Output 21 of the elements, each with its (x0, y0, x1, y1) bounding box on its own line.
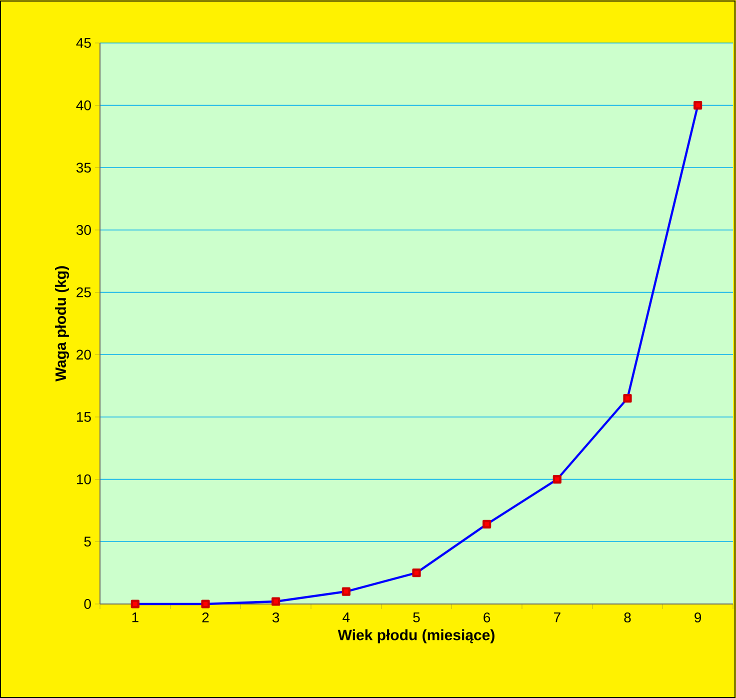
x-tick-label: 9 (694, 612, 702, 622)
y-tick-label: 30 (76, 225, 91, 235)
y-axis-title: Waga płodu (kg) (54, 266, 70, 382)
x-tick-label: 6 (484, 612, 490, 622)
y-tick-label: 10 (76, 474, 91, 484)
y-tick-label: 45 (76, 38, 91, 48)
y-tick-label: 20 (76, 350, 91, 360)
x-tick-label: 1 (132, 612, 138, 622)
y-tick-label: 15 (76, 412, 91, 422)
y-tick-label: 5 (84, 536, 91, 547)
x-tick-label: 2 (202, 612, 209, 622)
x-tick-label: 4 (342, 612, 350, 622)
y-tick-label: 40 (76, 100, 91, 110)
x-tick-label: 7 (554, 612, 560, 622)
x-axis-title: Wiek płodu (miesiące) (338, 629, 494, 644)
y-tick-label: 35 (76, 162, 91, 173)
x-tick-label: 8 (624, 612, 631, 622)
y-tick-label: 0 (84, 599, 91, 609)
x-tick-label: 5 (413, 612, 420, 622)
y-tick-label: 25 (76, 287, 91, 298)
x-tick-label: 3 (272, 612, 280, 622)
